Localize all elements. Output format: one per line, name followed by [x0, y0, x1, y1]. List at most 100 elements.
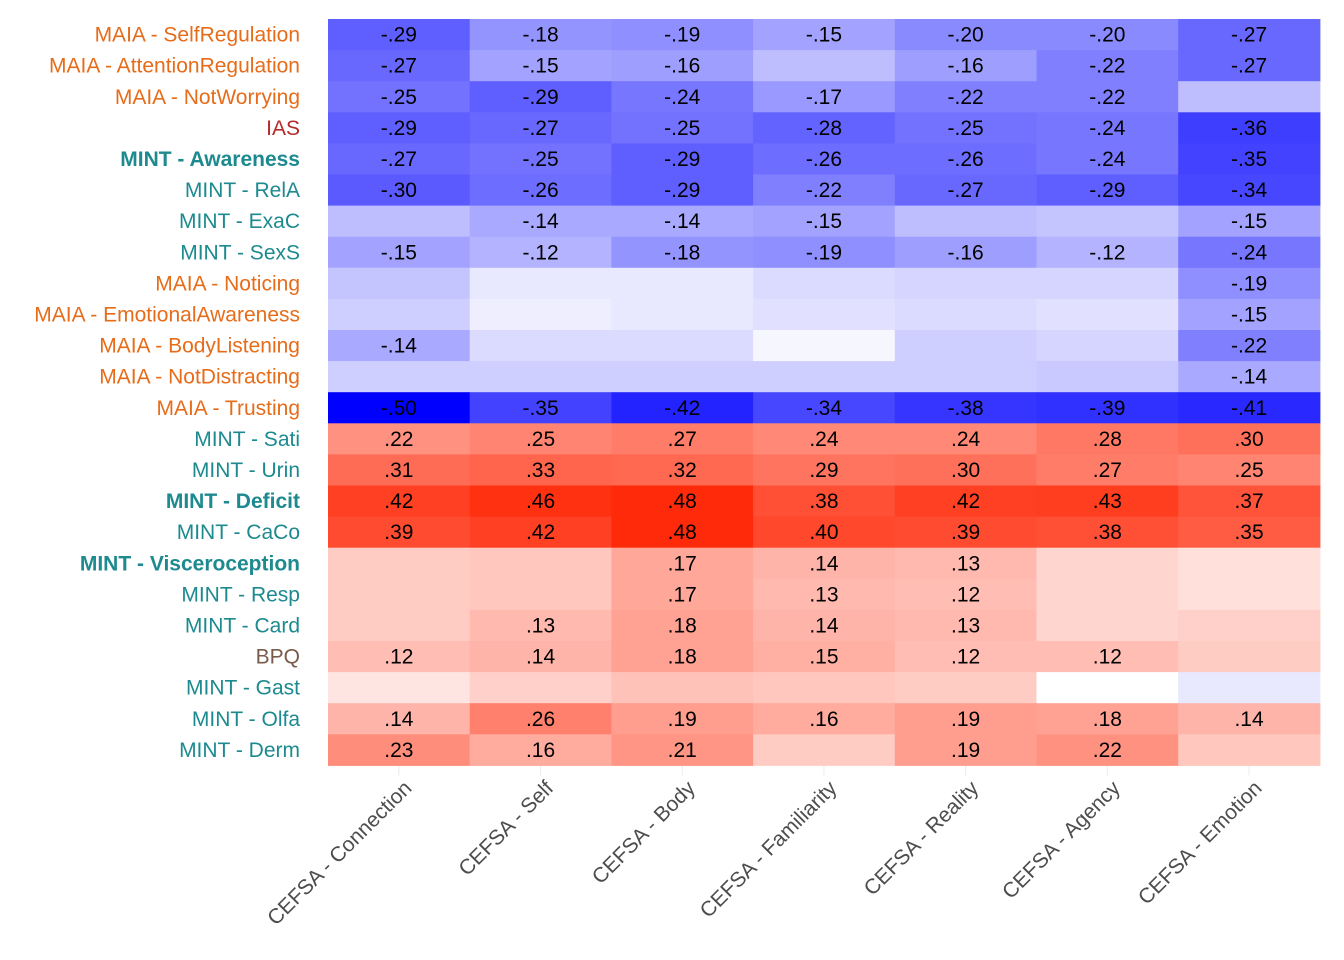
- cell-value-label: -.29: [522, 86, 558, 109]
- cell-value-label: -.29: [381, 24, 417, 47]
- row-label: MAIA - EmotionalAwareness: [34, 303, 300, 326]
- cell-value-label: -.14: [664, 210, 701, 233]
- cell-value-label: -.35: [522, 397, 558, 420]
- cell-value-label: .27: [1093, 459, 1122, 482]
- heatmap-cell: [894, 19, 1037, 51]
- cell-value-label: .26: [526, 708, 555, 731]
- heatmap-cell: [1178, 609, 1321, 642]
- heatmap-cell: [469, 672, 612, 704]
- heatmap-cell: [753, 236, 896, 269]
- cell-value-label: -.18: [664, 241, 700, 264]
- row-label: MAIA - Noticing: [155, 272, 300, 295]
- heatmap-cell: [611, 641, 754, 673]
- cell-value-label: .13: [526, 614, 555, 637]
- heatmap-cell: [469, 236, 612, 269]
- heatmap-cell: [1036, 267, 1179, 300]
- heatmap-cell: [328, 609, 471, 642]
- cell-value-label: -.29: [381, 117, 417, 140]
- cell-value-label: -.25: [948, 117, 984, 140]
- row-label: MINT - Visceroception: [80, 552, 300, 575]
- heatmap-cell: [1178, 50, 1321, 82]
- heatmap-cell: [611, 19, 754, 51]
- cell-value-label: .16: [809, 708, 838, 731]
- cell-value-label: .37: [1234, 490, 1263, 513]
- heatmap-cell: [469, 298, 612, 331]
- heatmap-cell: [894, 641, 1037, 673]
- heatmap-cell: [1178, 81, 1321, 113]
- heatmap-cell: [611, 734, 754, 766]
- heatmap-cell: [328, 143, 471, 175]
- heatmap-cell: [1178, 547, 1321, 580]
- heatmap-cell: [894, 330, 1037, 362]
- heatmap-cell: [1036, 703, 1179, 735]
- heatmap-cell: [611, 485, 754, 518]
- cell-value-label: -.24: [1089, 148, 1126, 171]
- heatmap-cell: [328, 423, 471, 455]
- heatmap-cell: [328, 734, 471, 766]
- cell-value-label: -.22: [1231, 335, 1267, 358]
- cell-value-label: .46: [526, 490, 555, 513]
- heatmap-cell: [328, 19, 471, 51]
- cell-value-label: .42: [526, 521, 555, 544]
- row-label: MINT - Card: [185, 614, 300, 637]
- cell-value-label: .14: [384, 708, 414, 731]
- heatmap-cell: [894, 236, 1037, 269]
- cell-value-label: .21: [668, 739, 697, 762]
- heatmap-cell: [1036, 578, 1179, 611]
- cell-value-label: .30: [951, 459, 980, 482]
- cell-value-label: .18: [668, 614, 697, 637]
- cell-value-label: .23: [384, 739, 413, 762]
- cell-value-label: -.26: [522, 179, 558, 202]
- heatmap-cell: [469, 734, 612, 766]
- heatmap-cell: [894, 392, 1037, 424]
- cell-value-label: -.19: [664, 24, 700, 47]
- column-label: CEFSA - Emotion: [1134, 777, 1267, 910]
- cell-value-label: -.15: [1231, 210, 1267, 233]
- row-label: MINT - Resp: [181, 583, 300, 606]
- heatmap-cell: [1178, 330, 1321, 362]
- heatmap-cell: [611, 112, 754, 144]
- heatmap-cell: [1178, 454, 1321, 486]
- cell-value-label: -.12: [522, 241, 558, 264]
- cell-value-label: -.22: [948, 86, 984, 109]
- heatmap-cell: [611, 454, 754, 486]
- heatmap-cell: [611, 516, 754, 549]
- heatmap-cell: [894, 423, 1037, 455]
- heatmap-cell: [469, 205, 612, 238]
- heatmap-cell: [753, 174, 896, 207]
- heatmap-cell: [1036, 298, 1179, 331]
- cell-value-label: -.19: [1231, 272, 1267, 295]
- heatmap-cell: [328, 392, 471, 424]
- row-label: MINT - Olfa: [192, 708, 300, 731]
- cell-value-label: -.26: [948, 148, 984, 171]
- cell-value-label: -.24: [1089, 117, 1126, 140]
- row-label: MAIA - SelfRegulation: [95, 24, 300, 47]
- heatmap-cell: [328, 454, 471, 486]
- cell-value-label: .38: [1093, 521, 1122, 544]
- heatmap-cell: [1178, 516, 1321, 549]
- heatmap-cell: [328, 50, 471, 82]
- heatmap-cell: [894, 112, 1037, 144]
- cell-value-label: -.41: [1231, 397, 1267, 420]
- heatmap-cell: [1178, 19, 1321, 51]
- cell-value-label: .19: [668, 708, 697, 731]
- cell-value-label: .12: [951, 646, 980, 669]
- cell-value-label: -.25: [381, 86, 417, 109]
- cell-value-label: .39: [951, 521, 980, 544]
- heatmap-cell: [328, 298, 471, 331]
- heatmap-cell: [611, 361, 754, 393]
- heatmap-cell: [328, 516, 471, 549]
- cell-value-label: -.29: [664, 179, 700, 202]
- cell-value-label: -.27: [1231, 24, 1267, 47]
- cell-value-label: .33: [526, 459, 555, 482]
- cell-value-label: .24: [951, 428, 981, 451]
- cell-value-label: -.34: [1231, 179, 1268, 202]
- cell-value-label: .38: [809, 490, 838, 513]
- heatmap-cell: [1036, 236, 1179, 269]
- heatmap-cell: [753, 267, 896, 300]
- heatmap-cell: [753, 641, 896, 673]
- heatmap-cell: [753, 143, 896, 175]
- row-label: MAIA - BodyListening: [99, 335, 300, 358]
- cell-value-label: .12: [951, 583, 980, 606]
- cell-value-label: -.42: [664, 397, 700, 420]
